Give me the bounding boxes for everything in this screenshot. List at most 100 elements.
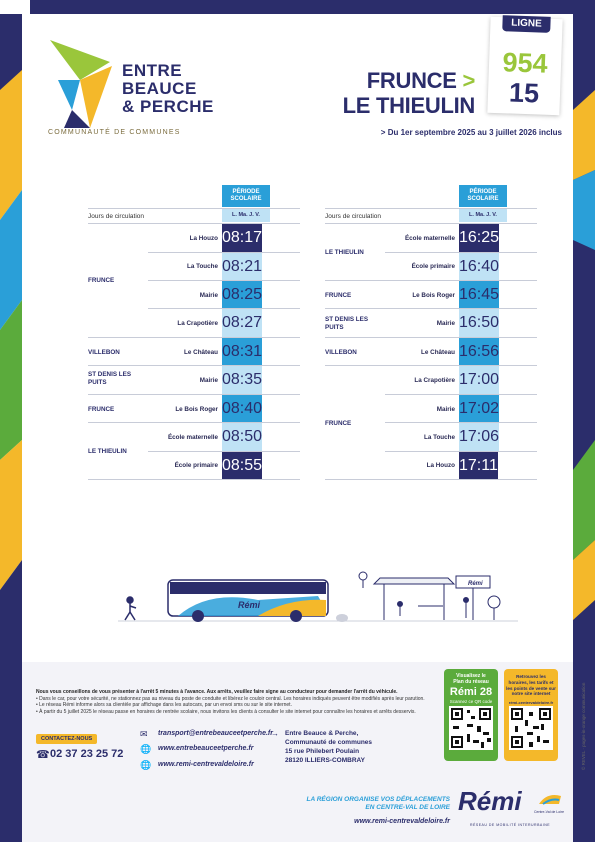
card-line: Retrouvez les [516, 674, 546, 679]
contact-badge: CONTACTEZ-NOUS [36, 734, 98, 744]
card-line: Plan du réseau [453, 679, 489, 685]
qr-code-icon [449, 706, 493, 750]
network-map-card[interactable]: Visualisez le Plan du réseau Rémi 28 Sca… [444, 669, 498, 761]
stop-name: La Houzo [426, 462, 455, 469]
departure-time: 08:17 [222, 224, 263, 252]
departure-time: 08:25 [222, 281, 263, 308]
email-link[interactable]: transport@entrebeauceetperche.fr [158, 730, 273, 737]
remi-logo: Rémi [458, 786, 522, 816]
divider [148, 252, 300, 253]
departure-time: 08:35 [222, 366, 263, 394]
divider [88, 479, 300, 480]
notes-item: • À partir du 5 juillet 2025 le réseau p… [36, 708, 416, 715]
website-link[interactable]: www.entrebeauceetperche.fr [158, 745, 254, 752]
commune-label: ST DENIS LES PUITS [325, 316, 369, 331]
divider [325, 365, 537, 366]
departure-time: 08:21 [222, 253, 263, 280]
commune-label: FRUNCE [88, 406, 115, 413]
divider [88, 337, 300, 338]
postal-address: Entre Beauce & Perche, Communauté de com… [285, 729, 372, 765]
divider [325, 337, 537, 338]
divider [385, 451, 537, 452]
stop-name: Mairie [199, 292, 218, 299]
departure-time: 16:25 [459, 224, 500, 252]
departure-time: 16:50 [459, 309, 500, 337]
card-line: notre site internet [511, 691, 551, 697]
title-origin: FRUNCE [366, 68, 457, 93]
print-credit: © REVEL · pages-in-orange communication [581, 682, 586, 770]
logo-line-1: ENTRE [122, 61, 183, 80]
phone-number[interactable]: 02 37 23 25 72 [50, 748, 124, 760]
address-line: 15 rue Philebert Poulain [285, 748, 360, 755]
card-line: horaires, les tarifs et [508, 679, 554, 685]
line-number-secondary: 15 [508, 77, 540, 109]
days-label: Jours de circulation [325, 213, 381, 220]
qr-code-icon [509, 706, 553, 750]
bus-stop-sign-icon: Rémi [455, 575, 491, 620]
divider [325, 479, 537, 480]
departure-time: 16:56 [459, 338, 500, 365]
address-arrow-icon: → [271, 729, 279, 738]
stop-name: Le Bois Roger [175, 406, 218, 413]
right-decoration [573, 0, 595, 842]
stop-sign-text: Rémi [468, 581, 483, 587]
commune-label: LE THIEULIN [325, 249, 364, 256]
period-text: Du 1er septembre 2025 au 3 juillet 2026 … [387, 128, 562, 137]
stop-name: Le Château [184, 349, 218, 356]
divider [148, 451, 300, 452]
stop-name: École maternelle [404, 235, 455, 242]
card-hint: Scannez ce QR code [449, 699, 493, 704]
departure-time: 08:55 [222, 452, 263, 479]
slogan-line: LA RÉGION ORGANISE VOS DÉPLACEMENTS [306, 796, 451, 803]
footer-url[interactable]: www.remi-centrevaldeloire.fr [354, 818, 450, 825]
stop-name: École primaire [174, 462, 218, 469]
divider [385, 394, 537, 395]
commune-label: LE THIEULIN [88, 448, 127, 455]
schedule-info-card[interactable]: Retrouvez les horaires, les tarifs et le… [504, 669, 558, 761]
divider [88, 422, 300, 423]
divider [325, 223, 537, 224]
logo-line-3: & PERCHE [122, 97, 214, 116]
commune-label: ST DENIS LES PUITS [88, 371, 132, 386]
slogan-line: EN CENTRE-VAL DE LOIRE [365, 804, 450, 811]
stop-name: La Houzo [189, 235, 218, 242]
departure-time: 17:02 [459, 395, 500, 422]
address-line: 28120 ILLIERS-COMBRAY [285, 757, 365, 764]
divider [148, 280, 300, 281]
divider [385, 252, 537, 253]
period-header: PÉRIODE SCOLAIRE [222, 185, 270, 207]
card-line: les points de vente sur [506, 685, 556, 691]
stop-name: Le Bois Roger [412, 292, 455, 299]
bus-brand-text: Rémi [238, 600, 261, 610]
stop-name: École primaire [411, 263, 455, 270]
commune-label: FRUNCE [325, 292, 352, 299]
bus-icon: Rémi [167, 579, 329, 622]
logo-line-2: BEAUCE [122, 79, 197, 98]
region-label: Centre-Val de Loire [534, 810, 565, 814]
address-line: Communauté de communes [285, 739, 373, 746]
region-logo-icon [535, 790, 565, 808]
timetable-outbound: PÉRIODE SCOLAIRE Jours de circulation L.… [88, 185, 300, 485]
line-number-card: LIGNE 954 15 [487, 15, 563, 116]
mail-icon: ✉ [140, 729, 148, 739]
remi-site-link[interactable]: www.remi-centrevaldeloire.fr [158, 761, 254, 768]
title-arrow: > [462, 68, 475, 93]
title-destination: LE THIEULIN [342, 93, 476, 118]
departure-time: 08:27 [222, 309, 263, 337]
stop-name: École maternelle [167, 434, 218, 441]
divider [325, 280, 537, 281]
stop-name: Mairie [436, 406, 455, 413]
stop-name: La Crapotière [414, 377, 455, 384]
globe-icon: 🌐 [140, 744, 152, 754]
divider [325, 208, 537, 209]
departure-time: 17:06 [459, 423, 500, 451]
stop-name: Mairie [199, 377, 218, 384]
departure-time: 17:00 [459, 366, 500, 394]
region-slogan: LA RÉGION ORGANISE VOS DÉPLACEMENTS EN C… [250, 796, 451, 812]
period-line: > Du 1er septembre 2025 au 3 juillet 202… [300, 128, 562, 137]
departure-time: 08:50 [222, 423, 263, 451]
card-url: rémi-centrevaldeloire.fr [508, 700, 554, 705]
divider [88, 223, 300, 224]
globe-icon: 🌐 [140, 760, 152, 770]
commune-label: FRUNCE [88, 277, 115, 284]
